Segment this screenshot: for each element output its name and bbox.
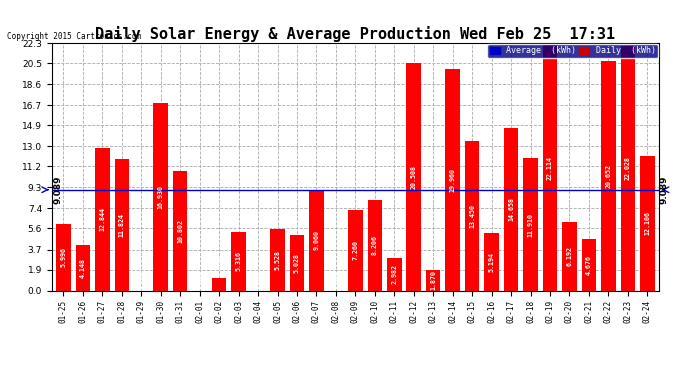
Text: 0.000: 0.000 — [138, 269, 144, 289]
Text: 4.148: 4.148 — [80, 258, 86, 278]
Bar — [601, 62, 615, 291]
Text: 9.089: 9.089 — [53, 176, 63, 204]
Text: 0.000: 0.000 — [333, 269, 339, 289]
Bar — [426, 270, 440, 291]
Text: 22.028: 22.028 — [625, 156, 631, 180]
Text: Copyright 2015 Cartronics.com: Copyright 2015 Cartronics.com — [7, 32, 141, 41]
Bar — [640, 156, 655, 291]
Bar — [173, 171, 188, 291]
Bar — [368, 200, 382, 291]
Text: 7.260: 7.260 — [353, 240, 358, 260]
Bar — [309, 190, 324, 291]
Bar — [484, 233, 499, 291]
Text: 11.824: 11.824 — [119, 213, 125, 237]
Text: 2.982: 2.982 — [391, 264, 397, 284]
Text: 5.996: 5.996 — [61, 248, 66, 267]
Bar — [445, 69, 460, 291]
Bar — [562, 222, 577, 291]
Text: 16.930: 16.930 — [158, 184, 164, 209]
Text: 19.960: 19.960 — [450, 168, 455, 192]
Text: 20.652: 20.652 — [605, 164, 611, 188]
Text: 0.000: 0.000 — [255, 269, 261, 289]
Bar — [95, 148, 110, 291]
Text: 0.000: 0.000 — [197, 269, 203, 289]
Text: 6.192: 6.192 — [566, 246, 573, 266]
Text: 9.060: 9.060 — [313, 230, 319, 251]
Text: 12.106: 12.106 — [644, 211, 650, 236]
Bar — [465, 141, 480, 291]
Bar — [231, 232, 246, 291]
Text: 1.104: 1.104 — [216, 256, 222, 276]
Bar — [387, 258, 402, 291]
Text: 11.910: 11.910 — [527, 213, 533, 237]
Bar — [76, 244, 90, 291]
Text: 5.528: 5.528 — [275, 250, 281, 270]
Bar — [348, 210, 363, 291]
Title: Daily Solar Energy & Average Production Wed Feb 25  17:31: Daily Solar Energy & Average Production … — [95, 26, 615, 42]
Bar — [290, 235, 304, 291]
Text: 20.508: 20.508 — [411, 165, 417, 189]
Bar — [153, 103, 168, 291]
Text: 5.194: 5.194 — [489, 252, 495, 272]
Text: 9.089: 9.089 — [660, 176, 669, 204]
Text: 14.658: 14.658 — [508, 197, 514, 221]
Text: 10.802: 10.802 — [177, 219, 184, 243]
Bar — [504, 128, 518, 291]
Bar — [115, 159, 129, 291]
Bar — [620, 46, 635, 291]
Text: 22.114: 22.114 — [547, 156, 553, 180]
Bar — [542, 45, 558, 291]
Text: 13.450: 13.450 — [469, 204, 475, 228]
Text: 1.870: 1.870 — [430, 270, 436, 290]
Text: 12.844: 12.844 — [99, 207, 106, 231]
Text: 8.206: 8.206 — [372, 235, 378, 255]
Bar — [270, 229, 285, 291]
Text: 4.676: 4.676 — [586, 255, 592, 274]
Text: 5.028: 5.028 — [294, 253, 300, 273]
Bar — [212, 278, 226, 291]
Legend: Average  (kWh), Daily  (kWh): Average (kWh), Daily (kWh) — [487, 44, 658, 58]
Bar — [56, 224, 70, 291]
Bar — [582, 239, 596, 291]
Bar — [406, 63, 421, 291]
Text: 5.316: 5.316 — [235, 251, 242, 271]
Bar — [523, 159, 538, 291]
